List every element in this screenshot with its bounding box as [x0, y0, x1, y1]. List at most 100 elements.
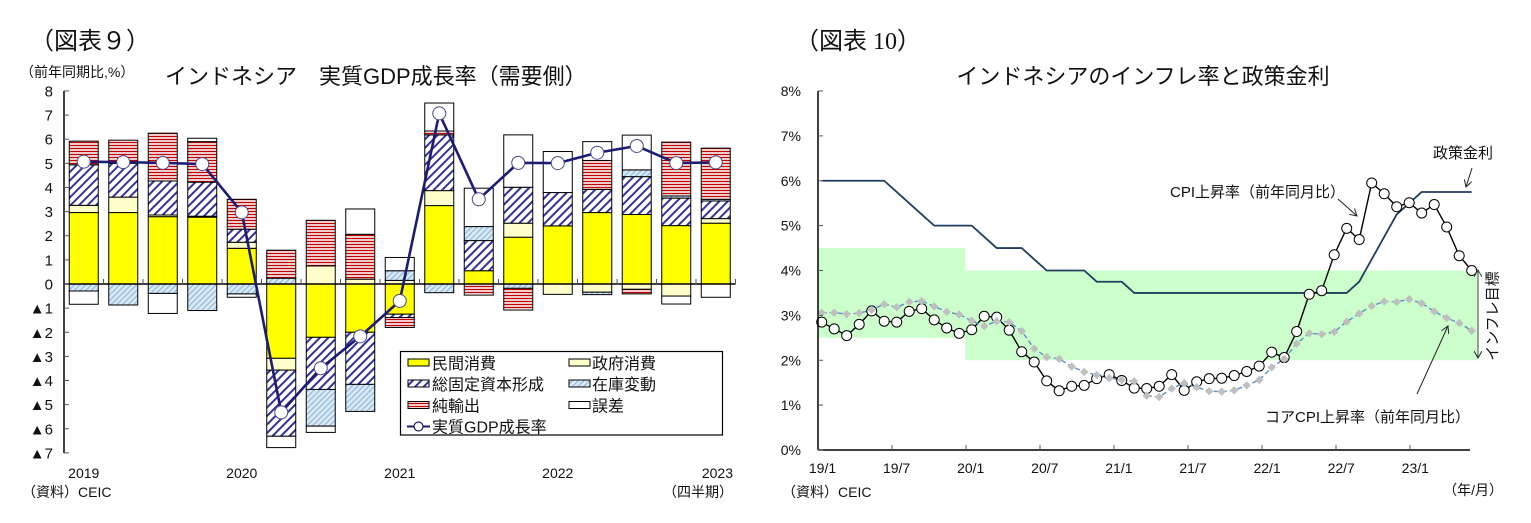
cpi-point: [1466, 265, 1478, 276]
core-cpi-point: [1405, 295, 1414, 304]
y-tick-label: 5: [45, 156, 53, 173]
bar-segment-private: [463, 270, 494, 285]
annotation-core-cpi: コアCPI上昇率（前年同月比）: [1265, 326, 1470, 426]
y-tick-label: 8: [45, 83, 53, 100]
cpi-point: [1253, 360, 1265, 372]
core-cpi-point: [930, 302, 939, 311]
core-cpi-point: [1030, 344, 1039, 353]
bar-segment-government: [700, 218, 731, 224]
core-cpi-point: [1355, 309, 1364, 318]
core-cpi-point: [1142, 391, 1151, 400]
cpi-point: [941, 322, 953, 334]
core-cpi-point: [905, 297, 914, 307]
core-cpi-point: [1005, 317, 1014, 327]
legend-item-discrepancy: 誤差: [568, 398, 624, 416]
core-cpi-point: [1467, 326, 1476, 335]
y-tick-label: 7: [45, 108, 53, 125]
cpi-point: [966, 324, 978, 336]
legend-swatch-discrepancy: [568, 401, 591, 409]
core-cpi-point: [1230, 386, 1239, 395]
annotation-label: CPI上昇率（前年同月比）: [1170, 184, 1345, 201]
annotation-label: コアCPI上昇率（前年同月比）: [1265, 409, 1470, 426]
cpi-point: [1441, 221, 1453, 233]
source-note: （資料）CEIC: [782, 484, 871, 500]
bar-segment-government: [503, 222, 534, 238]
bar-segment-government: [424, 190, 455, 207]
gdp-growth-point: [708, 155, 723, 170]
bar-segment-discrepancy: [226, 293, 257, 298]
bar-segment-inventory: [187, 283, 218, 312]
cpi-point: [928, 314, 940, 326]
y-tick-label: ▲5: [30, 397, 53, 414]
bar-segment-inventory: [226, 283, 257, 295]
bar-segment-government: [305, 265, 336, 285]
bar-segment-net-exports: [582, 159, 613, 190]
cpi-point: [1366, 177, 1378, 189]
x-tick-label: 2019: [68, 465, 99, 481]
policy-rate-line: [821, 179, 1472, 294]
cpi-point: [953, 327, 965, 339]
cpi-point: [1303, 288, 1315, 300]
core-cpi-point: [1067, 362, 1076, 371]
y-tick-label: 3%: [781, 307, 801, 323]
gdp-growth-point: [590, 145, 605, 160]
core-cpi-point: [830, 308, 839, 317]
y-tick-label: 1: [45, 252, 53, 269]
core-cpi-point: [1155, 392, 1164, 402]
legend-swatch-government: [568, 358, 591, 367]
cpi-point: [1078, 379, 1090, 391]
legend-label: 在庫変動: [592, 376, 656, 394]
y-tick-label: ▲2: [30, 325, 53, 342]
cpi-point: [1053, 385, 1065, 397]
figure-label-left: （図表９）: [30, 28, 150, 55]
bar-segment-private: [503, 236, 534, 285]
y-tick-label: 7%: [781, 128, 801, 144]
y-tick-label: 2%: [781, 352, 801, 368]
bar-segment-inventory: [463, 226, 494, 242]
cpi-point: [1328, 249, 1340, 261]
bar-segment-inventory: [384, 270, 415, 281]
legend-item-gfcf: 総固定資本形成: [407, 376, 544, 394]
y-tick-label: 6%: [781, 173, 801, 189]
y-tick-label: ▲1: [30, 301, 53, 318]
core-cpi-point: [1180, 378, 1189, 388]
bar-segment-gfcf: [661, 197, 692, 227]
inflation-target-bands: [818, 248, 1478, 361]
core-cpi-line: [821, 298, 1473, 398]
y-tick-label: 1%: [781, 397, 801, 413]
y-tick-label: 0%: [781, 442, 801, 458]
y-tick-label: 4: [45, 180, 53, 197]
core-cpi-point: [867, 305, 876, 315]
bar-segment-private: [424, 205, 455, 285]
bar-segment-private: [68, 212, 99, 285]
legend-swatch-inventory: [568, 379, 591, 388]
bar-segment-inventory: [108, 283, 139, 306]
y-tick-label: 0: [45, 277, 53, 294]
x-tick-label: 2020: [226, 465, 257, 481]
core-cpi-point: [1380, 297, 1389, 306]
cpi-point: [1266, 346, 1278, 358]
core-cpi-point: [1130, 377, 1139, 386]
core-cpi-point: [1267, 363, 1276, 372]
legend-swatch-net-exports: [407, 401, 430, 409]
bar-segment-net-exports: [503, 287, 534, 311]
bar-segment-government: [68, 204, 99, 214]
gdp-growth-point: [116, 155, 131, 170]
gdp-growth-point: [195, 157, 210, 172]
bar-segment-gfcf: [463, 240, 494, 272]
bar-segment-gfcf: [384, 313, 415, 319]
cpi-point: [1291, 326, 1303, 338]
core-cpi-point: [1117, 375, 1126, 385]
core-cpi-point: [1080, 367, 1089, 377]
inflation-target-band: [965, 270, 1478, 361]
bar-segment-inventory: [147, 283, 178, 294]
gdp-growth-point: [550, 156, 565, 171]
bar-segment-private: [345, 283, 376, 333]
bar-segment-discrepancy: [700, 283, 731, 298]
cpi-point: [1416, 207, 1428, 219]
core-cpi-point: [855, 308, 864, 318]
bar-segment-private: [187, 216, 218, 285]
bar-segment-inventory: [582, 291, 613, 296]
x-tick-label: 2021: [384, 465, 415, 481]
bar-segment-inventory: [621, 169, 652, 178]
